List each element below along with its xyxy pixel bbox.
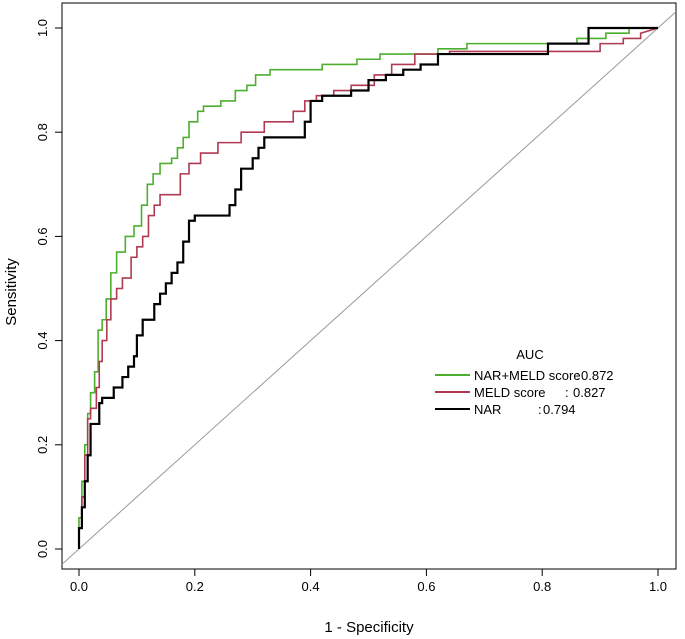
legend-title: AUC xyxy=(516,347,543,362)
y-tick-label: 0.2 xyxy=(35,436,50,454)
x-tick-label: 0.2 xyxy=(186,579,204,594)
legend-value-nar: 0.794 xyxy=(543,402,576,417)
x-tick-label: 0.8 xyxy=(533,579,551,594)
reference-diagonal xyxy=(61,11,677,565)
legend-sep-nar-meld: : xyxy=(576,368,580,383)
x-axis: 0.0 0.2 0.4 0.6 0.8 1.0 xyxy=(70,568,667,594)
y-tick-label: 1.0 xyxy=(35,19,50,37)
legend-sep-meld: : xyxy=(565,385,569,400)
legend-label-nar-meld: NAR+MELD score xyxy=(474,368,581,383)
roc-curve-nar-meld-score xyxy=(78,27,658,549)
x-tick-label: 1.0 xyxy=(649,579,667,594)
x-tick-label: 0.6 xyxy=(417,579,435,594)
y-tick-label: 0.0 xyxy=(35,540,50,558)
legend-value-meld: 0.827 xyxy=(573,385,606,400)
legend: AUC NAR+MELD score : 0.872 MELD score : … xyxy=(435,347,614,417)
roc-curve-nar xyxy=(77,26,658,549)
y-axis: 0.0 0.2 0.4 0.6 0.8 1.0 xyxy=(35,19,63,558)
series-group xyxy=(77,26,659,549)
legend-sep-nar: : xyxy=(538,402,542,417)
legend-value-nar-meld: 0.872 xyxy=(581,368,614,383)
y-tick-label: 0.8 xyxy=(35,123,50,141)
y-tick-label: 0.6 xyxy=(35,227,50,245)
x-axis-title: 1 - Specificity xyxy=(324,619,414,636)
legend-label-meld: MELD score xyxy=(474,385,546,400)
y-tick-label: 0.4 xyxy=(35,332,50,350)
y-axis-title: Sensitivity xyxy=(3,258,20,326)
x-tick-label: 0.0 xyxy=(70,579,88,594)
x-tick-label: 0.4 xyxy=(302,579,320,594)
legend-label-nar: NAR xyxy=(474,402,501,417)
